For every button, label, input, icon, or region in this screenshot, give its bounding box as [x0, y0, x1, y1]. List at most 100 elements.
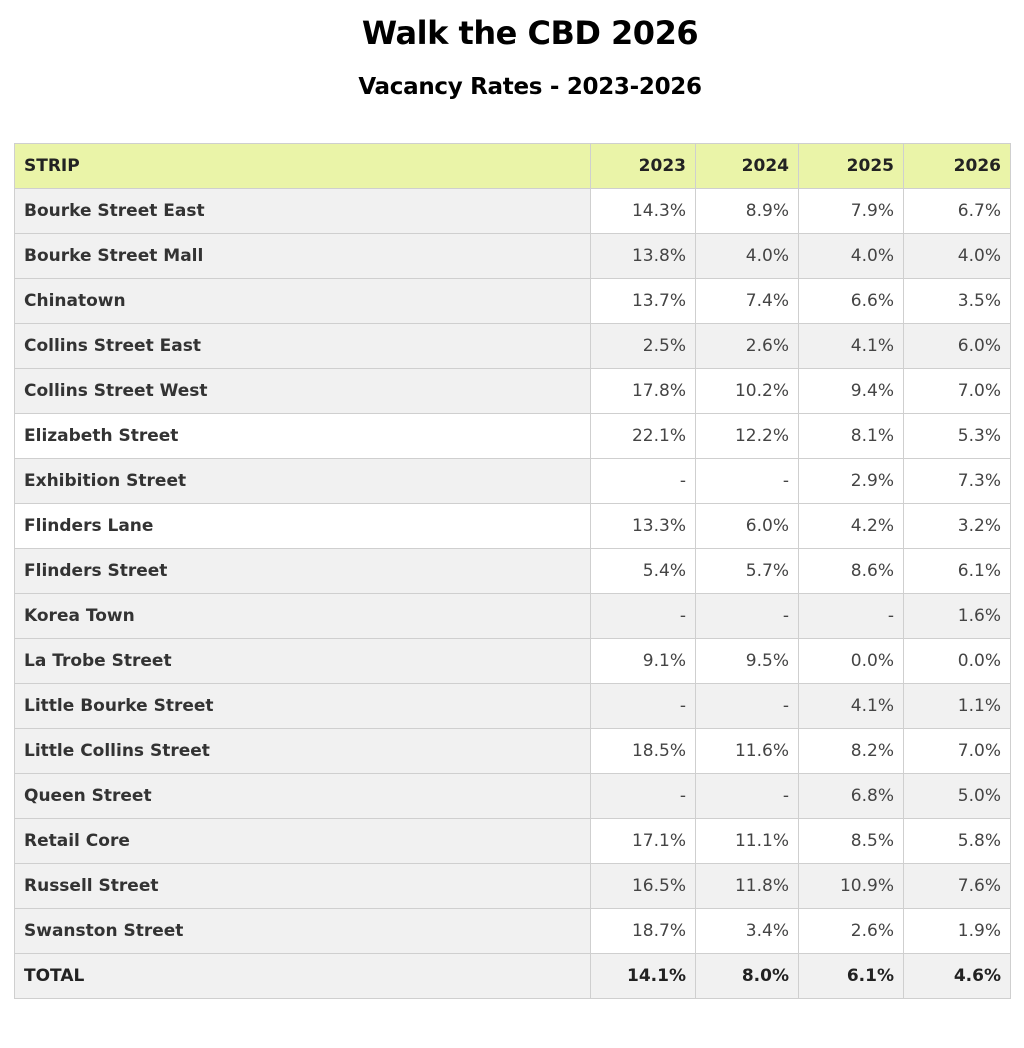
cell-strip-name: Queen Street — [14, 773, 591, 819]
table-row: Bourke Street Mall 13.8% 4.0% 4.0% 4.0% — [14, 233, 1011, 279]
cell-value-2025: - — [798, 593, 904, 639]
table-body: Bourke Street East 14.3% 8.9% 7.9% 6.7% Bourk… — [14, 188, 1011, 999]
cell-value-2023: 14.1% — [590, 953, 696, 999]
page-title: Walk the CBD 2026 — [361, 14, 699, 52]
cell-value-2023: 9.1% — [590, 638, 696, 684]
cell-value-2023: 13.7% — [590, 278, 696, 324]
cell-value-2024: 3.4% — [695, 908, 799, 954]
cell-value-2024: - — [695, 593, 799, 639]
cell-value-2026: 5.8% — [903, 818, 1011, 864]
total-row: TOTAL 14.1% 8.0% 6.1% 4.6% — [14, 953, 1011, 999]
cell-value-2024: - — [695, 773, 799, 819]
cell-value-2025: 6.8% — [798, 773, 904, 819]
cell-value-2024: 11.8% — [695, 863, 799, 909]
cell-value-2023: 16.5% — [590, 863, 696, 909]
cell-value-2026: 6.0% — [903, 323, 1011, 369]
cell-value-2026: 5.3% — [903, 413, 1011, 459]
table-row: Little Collins Street 18.5% 11.6% 8.2% 7.0% — [14, 728, 1011, 774]
table-row: La Trobe Street 9.1% 9.5% 0.0% 0.0% — [14, 638, 1011, 684]
cell-strip-name: Elizabeth Street — [14, 413, 591, 459]
column-header-2024: 2024 — [695, 143, 799, 189]
cell-value-2023: 13.8% — [590, 233, 696, 279]
cell-value-2025: 8.2% — [798, 728, 904, 774]
table-row: Bourke Street East 14.3% 8.9% 7.9% 6.7% — [14, 188, 1011, 234]
cell-value-2026: 3.2% — [903, 503, 1011, 549]
cell-strip-name: Swanston Street — [14, 908, 591, 954]
column-header-2023: 2023 — [590, 143, 696, 189]
cell-strip-name: La Trobe Street — [14, 638, 591, 684]
cell-value-2025: 8.5% — [798, 818, 904, 864]
cell-strip-name: Collins Street West — [14, 368, 591, 414]
cell-strip-name: Retail Core — [14, 818, 591, 864]
cell-value-2026: 0.0% — [903, 638, 1011, 684]
cell-value-2024: 7.4% — [695, 278, 799, 324]
cell-value-2026: 7.0% — [903, 368, 1011, 414]
table-row: Little Bourke Street - -4.1% 1.1% — [14, 683, 1011, 729]
cell-value-2024: 11.1% — [695, 818, 799, 864]
header-row: STRIP 2023 2024 2025 2026 — [14, 143, 1011, 189]
cell-value-2025: 2.9% — [798, 458, 904, 504]
cell-strip-name: TOTAL — [14, 953, 591, 999]
cell-value-2026: 4.0% — [903, 233, 1011, 279]
table-row: Retail Core 17.1% 11.1% 8.5% 5.8% — [14, 818, 1011, 864]
page-subtitle: Vacancy Rates - 2023-2026 — [358, 74, 702, 100]
cell-value-2024: 9.5% — [695, 638, 799, 684]
cell-value-2024: 6.0% — [695, 503, 799, 549]
table-row: Collins Street East 2.5% 2.6% 4.1% 6.0% — [14, 323, 1011, 369]
cell-value-2024: 2.6% — [695, 323, 799, 369]
cell-strip-name: Little Collins Street — [14, 728, 591, 774]
cell-value-2024: - — [695, 683, 799, 729]
table-row: Flinders Street 5.4% 5.7% 8.6% 6.1% — [14, 548, 1011, 594]
cell-value-2025: 10.9% — [798, 863, 904, 909]
column-header-strip: STRIP — [14, 143, 591, 189]
table-row: Korea Town - - -1.6% — [14, 593, 1011, 639]
cell-value-2025: 4.1% — [798, 323, 904, 369]
table-header: STRIP 2023 2024 2025 2026 — [14, 143, 1011, 189]
cell-value-2026: 7.6% — [903, 863, 1011, 909]
cell-value-2026: 1.1% — [903, 683, 1011, 729]
cell-value-2024: 8.9% — [695, 188, 799, 234]
cell-value-2024: 5.7% — [695, 548, 799, 594]
cell-value-2026: 4.6% — [903, 953, 1011, 999]
cell-value-2025: 2.6% — [798, 908, 904, 954]
cell-value-2025: 6.1% — [798, 953, 904, 999]
cell-value-2025: 6.6% — [798, 278, 904, 324]
cell-value-2023: 17.8% — [590, 368, 696, 414]
cell-strip-name: Bourke Street East — [14, 188, 591, 234]
cell-value-2024: 4.0% — [695, 233, 799, 279]
cell-value-2023: - — [590, 683, 696, 729]
cell-value-2025: 4.2% — [798, 503, 904, 549]
cell-value-2023: - — [590, 593, 696, 639]
cell-value-2024: - — [695, 458, 799, 504]
cell-value-2023: 22.1% — [590, 413, 696, 459]
cell-value-2024: 10.2% — [695, 368, 799, 414]
cell-value-2023: 2.5% — [590, 323, 696, 369]
cell-value-2024: 11.6% — [695, 728, 799, 774]
cell-value-2023: 13.3% — [590, 503, 696, 549]
cell-value-2026: 7.3% — [903, 458, 1011, 504]
cell-strip-name: Flinders Street — [14, 548, 591, 594]
cell-strip-name: Flinders Lane — [14, 503, 591, 549]
column-header-2026: 2026 — [903, 143, 1011, 189]
cell-value-2025: 9.4% — [798, 368, 904, 414]
cell-value-2024: 8.0% — [695, 953, 799, 999]
cell-value-2026: 1.9% — [903, 908, 1011, 954]
cell-value-2026: 6.7% — [903, 188, 1011, 234]
cell-value-2025: 8.1% — [798, 413, 904, 459]
cell-value-2026: 7.0% — [903, 728, 1011, 774]
cell-strip-name: Russell Street — [14, 863, 591, 909]
cell-value-2023: 18.7% — [590, 908, 696, 954]
cell-value-2023: 14.3% — [590, 188, 696, 234]
cell-strip-name: Bourke Street Mall — [14, 233, 591, 279]
cell-strip-name: Chinatown — [14, 278, 591, 324]
cell-value-2023: 17.1% — [590, 818, 696, 864]
cell-value-2025: 4.1% — [798, 683, 904, 729]
cell-value-2023: - — [590, 773, 696, 819]
cell-value-2023: 5.4% — [590, 548, 696, 594]
table-row: Collins Street West 17.8% 10.2% 9.4% 7.0% — [14, 368, 1011, 414]
table-row: Elizabeth Street 22.1% 12.2% 8.1% 5.3% — [14, 413, 1011, 459]
cell-strip-name: Exhibition Street — [14, 458, 591, 504]
cell-value-2024: 12.2% — [695, 413, 799, 459]
cell-value-2025: 7.9% — [798, 188, 904, 234]
table-row: Chinatown 13.7% 7.4% 6.6% 3.5% — [14, 278, 1011, 324]
